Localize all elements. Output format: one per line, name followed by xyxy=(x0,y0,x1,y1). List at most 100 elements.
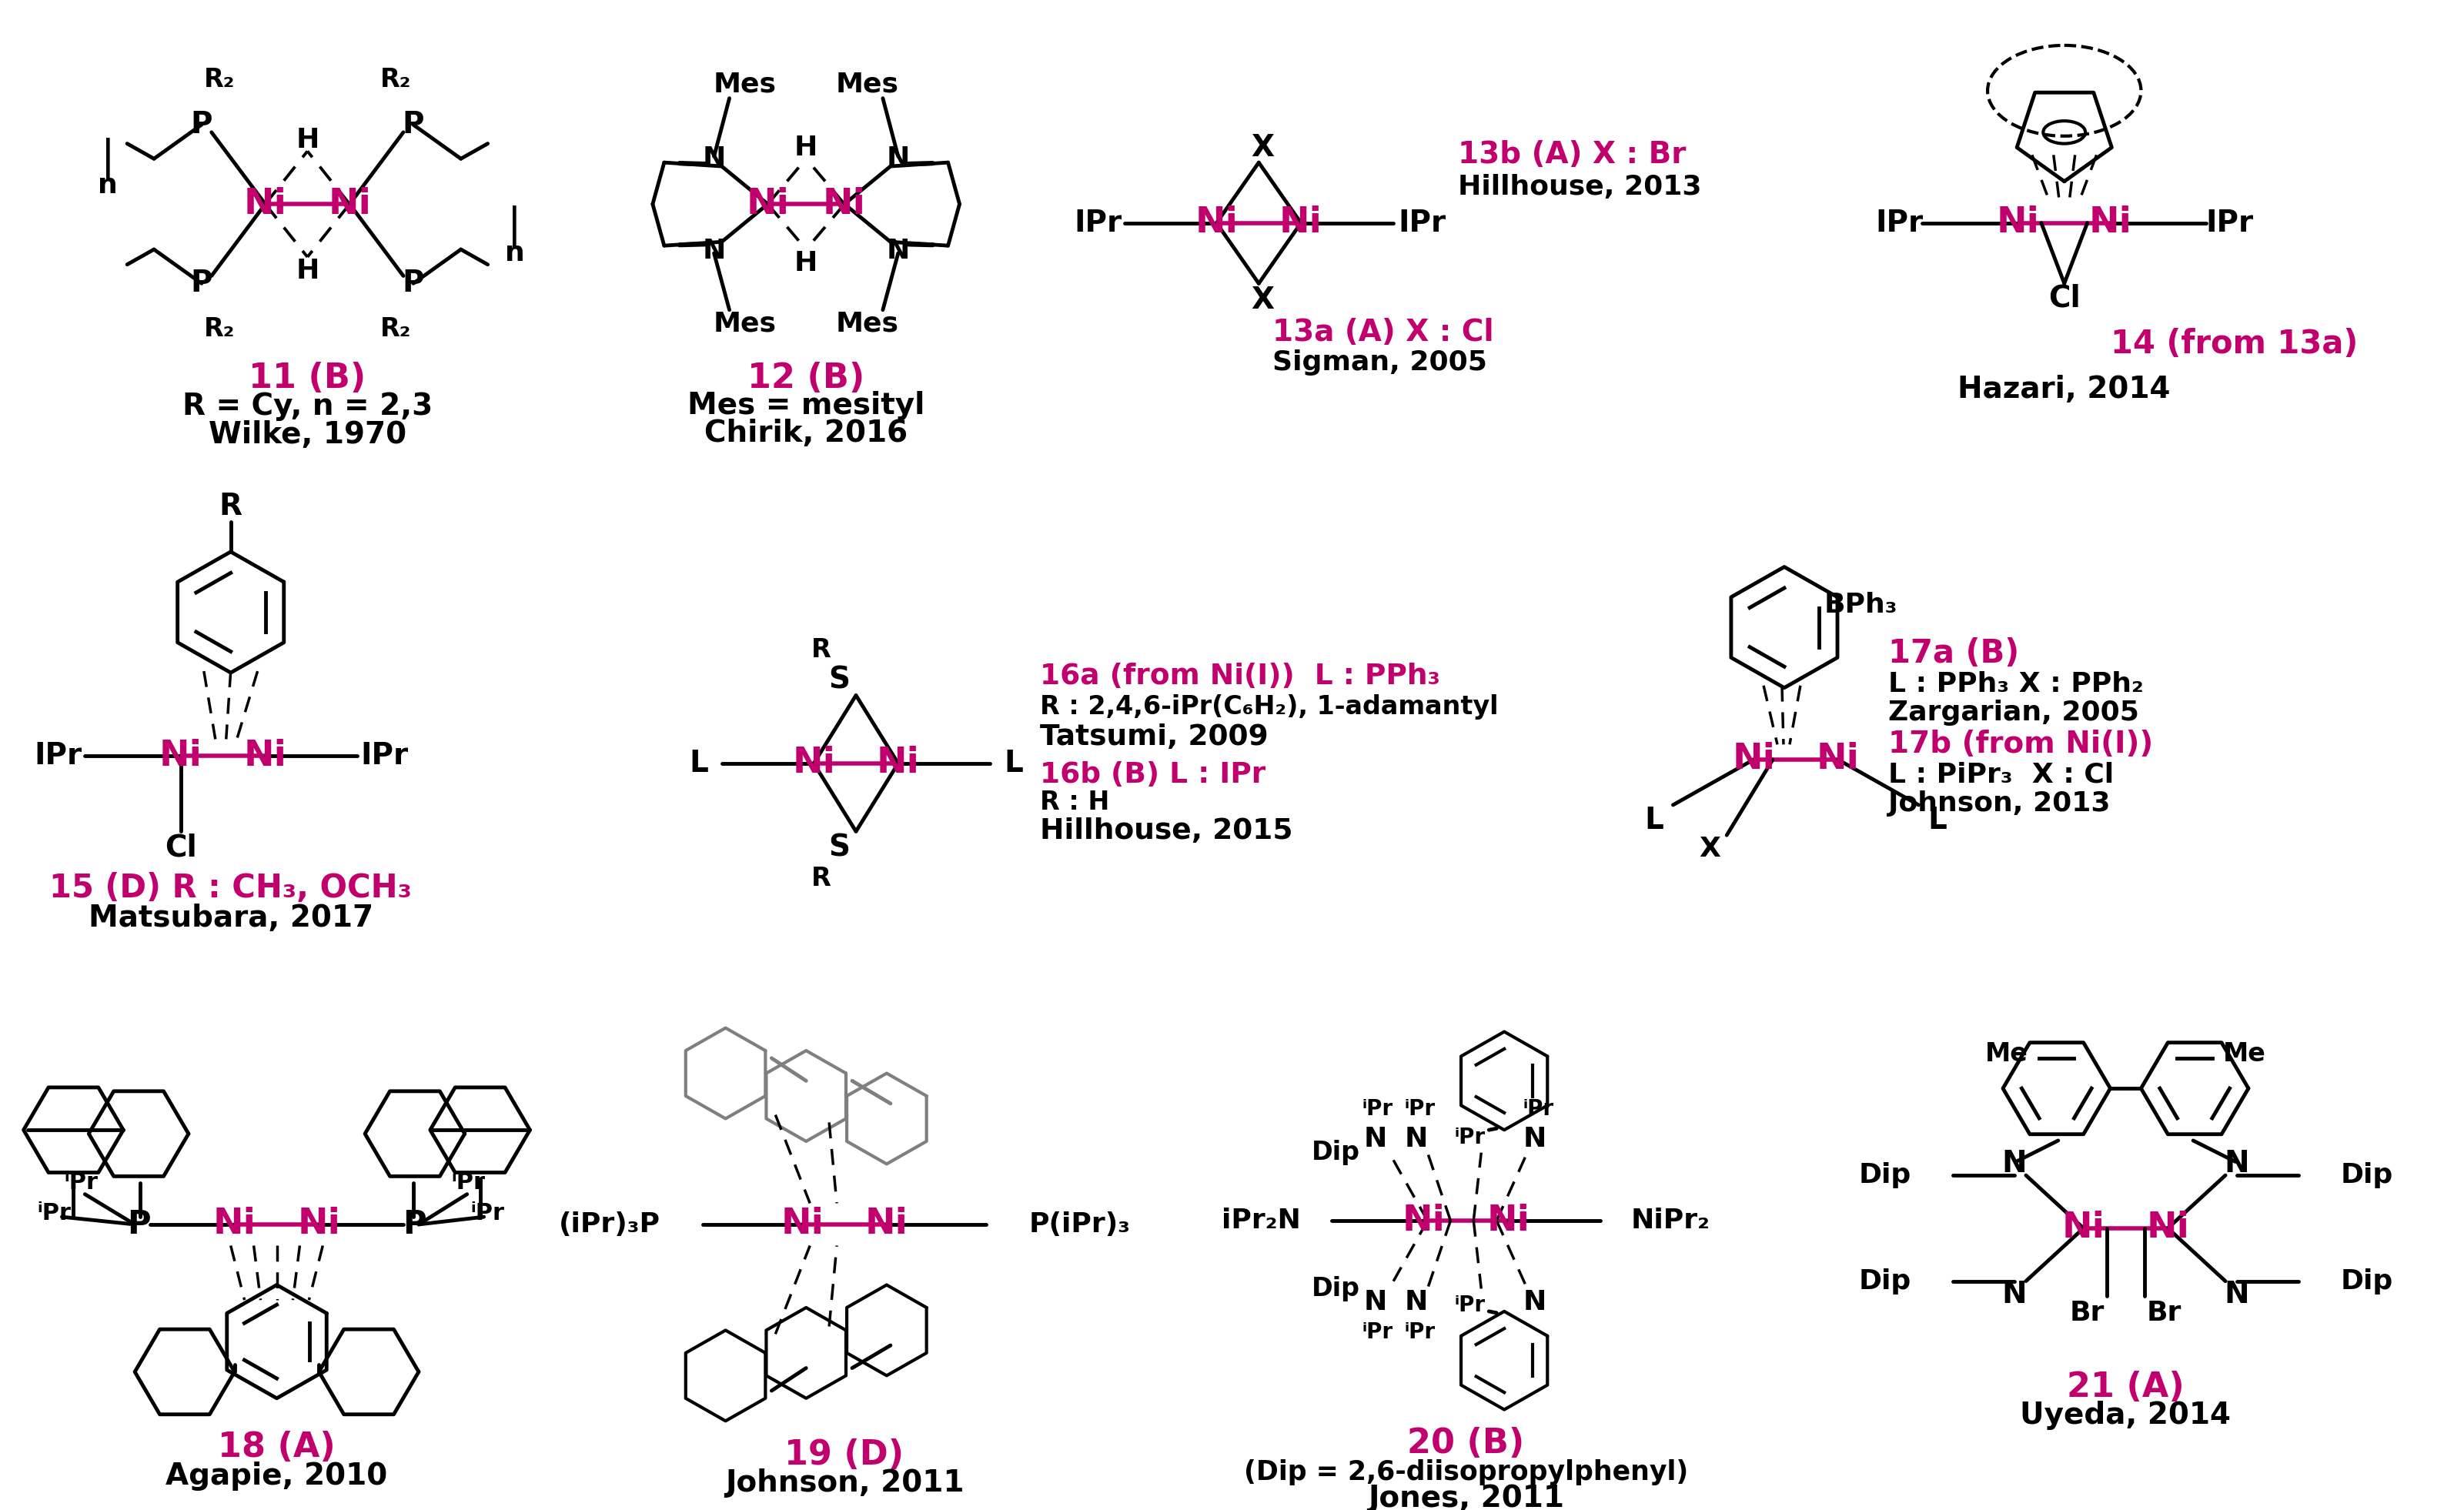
Text: 19 (D): 19 (D) xyxy=(784,1439,904,1472)
Text: Ni: Ni xyxy=(1279,205,1323,240)
Text: N: N xyxy=(1404,1126,1427,1152)
Text: ⁱPr: ⁱPr xyxy=(1363,1321,1392,1344)
Text: Ni: Ni xyxy=(1486,1203,1530,1238)
Text: S: S xyxy=(828,834,850,862)
Text: Uyeda, 2014: Uyeda, 2014 xyxy=(2020,1401,2230,1430)
Text: (iPr)₃P: (iPr)₃P xyxy=(559,1211,660,1238)
Text: Me: Me xyxy=(2223,1042,2267,1068)
Text: P(iPr)₃: P(iPr)₃ xyxy=(1027,1211,1131,1238)
Text: R: R xyxy=(811,637,830,663)
Text: Mes: Mes xyxy=(712,71,776,98)
Text: ⁱPr: ⁱPr xyxy=(1404,1321,1437,1344)
Text: IPr: IPr xyxy=(2205,208,2252,237)
Text: n: n xyxy=(505,240,525,266)
Text: Mes: Mes xyxy=(835,71,899,98)
Text: N: N xyxy=(1404,1290,1427,1315)
Text: P: P xyxy=(404,1208,426,1241)
Text: H: H xyxy=(296,258,320,284)
Text: Ni: Ni xyxy=(212,1206,256,1241)
Text: Ni: Ni xyxy=(781,1206,823,1241)
Text: Matsubara, 2017: Matsubara, 2017 xyxy=(89,903,372,933)
Text: Sigman, 2005: Sigman, 2005 xyxy=(1271,350,1488,376)
Text: IPr: IPr xyxy=(34,741,81,770)
Text: N: N xyxy=(887,145,909,172)
Text: 16b (B) L : IPr: 16b (B) L : IPr xyxy=(1040,761,1266,788)
Text: Dip: Dip xyxy=(1858,1268,1912,1294)
Text: R = Cy, n = 2,3: R = Cy, n = 2,3 xyxy=(182,393,434,421)
Text: Hazari, 2014: Hazari, 2014 xyxy=(1959,374,2171,403)
Text: P: P xyxy=(190,269,212,297)
Text: IPr: IPr xyxy=(1397,208,1446,237)
Text: N: N xyxy=(2001,1149,2028,1179)
Text: Me: Me xyxy=(1986,1042,2028,1068)
Text: BPh₃: BPh₃ xyxy=(1823,592,1897,618)
Text: |: | xyxy=(101,137,116,180)
Text: Ni: Ni xyxy=(1816,743,1860,778)
Text: Jones, 2011: Jones, 2011 xyxy=(1368,1484,1565,1510)
Text: R₂: R₂ xyxy=(205,66,234,92)
Text: P: P xyxy=(402,110,424,139)
Text: X: X xyxy=(1252,133,1274,162)
Text: NiPr₂: NiPr₂ xyxy=(1631,1208,1710,1234)
Text: N: N xyxy=(702,145,727,172)
Text: N: N xyxy=(1523,1126,1547,1152)
Text: Dip: Dip xyxy=(1311,1276,1360,1302)
Text: Ni: Ni xyxy=(2146,1211,2190,1246)
Text: X: X xyxy=(1700,835,1720,862)
Text: Dip: Dip xyxy=(1858,1163,1912,1188)
Text: Hillhouse, 2013: Hillhouse, 2013 xyxy=(1459,174,1703,199)
Text: S: S xyxy=(828,666,850,695)
Text: Ni: Ni xyxy=(2089,205,2131,240)
Text: Mes: Mes xyxy=(835,311,899,337)
Text: Dip: Dip xyxy=(2341,1163,2393,1188)
Text: Tatsumi, 2009: Tatsumi, 2009 xyxy=(1040,723,1269,750)
Text: Ni: Ni xyxy=(1402,1203,1446,1238)
Text: H: H xyxy=(793,251,818,276)
Text: Ni: Ni xyxy=(2062,1211,2104,1246)
Text: 16a (from Ni(I))  L : PPh₃: 16a (from Ni(I)) L : PPh₃ xyxy=(1040,663,1441,690)
Text: Br: Br xyxy=(2146,1300,2181,1326)
Text: Johnson, 2013: Johnson, 2013 xyxy=(1887,790,2109,817)
Text: Ni: Ni xyxy=(793,746,835,781)
Text: N: N xyxy=(1363,1290,1387,1315)
Text: IPr: IPr xyxy=(1074,208,1121,237)
Text: Dip: Dip xyxy=(1311,1140,1360,1166)
Text: Ni: Ni xyxy=(865,1206,909,1241)
Text: ⁱPr: ⁱPr xyxy=(64,1172,99,1194)
Text: Ni: Ni xyxy=(1732,743,1774,778)
Text: P: P xyxy=(402,269,424,297)
Text: Hillhouse, 2015: Hillhouse, 2015 xyxy=(1040,817,1294,846)
Text: P: P xyxy=(126,1208,150,1241)
Text: H: H xyxy=(793,134,818,160)
Text: Ni: Ni xyxy=(823,187,865,222)
Text: N: N xyxy=(2225,1149,2250,1179)
Text: ⁱPr: ⁱPr xyxy=(37,1202,71,1225)
Text: Zargarian, 2005: Zargarian, 2005 xyxy=(1887,699,2139,726)
Text: 17b (from Ni(I)): 17b (from Ni(I)) xyxy=(1887,729,2154,760)
Text: Br: Br xyxy=(2070,1300,2104,1326)
Text: Ni: Ni xyxy=(1996,205,2040,240)
Text: ⁱPr: ⁱPr xyxy=(1523,1098,1555,1119)
Text: ⁱPr: ⁱPr xyxy=(471,1202,505,1225)
Text: N: N xyxy=(887,239,909,264)
Text: (Dip = 2,6-diisopropylphenyl): (Dip = 2,6-diisopropylphenyl) xyxy=(1244,1459,1688,1486)
Text: R: R xyxy=(219,492,241,521)
Text: R₂: R₂ xyxy=(205,316,234,341)
Text: N: N xyxy=(2001,1280,2028,1309)
Text: Ni: Ni xyxy=(244,738,286,773)
Text: 13b (A) X : Br: 13b (A) X : Br xyxy=(1459,140,1685,169)
Text: P: P xyxy=(190,110,212,139)
Text: L: L xyxy=(690,749,707,778)
Text: 21 (A): 21 (A) xyxy=(2067,1371,2186,1403)
Text: H: H xyxy=(296,127,320,153)
Text: R: R xyxy=(811,865,830,891)
Text: ⁱPr: ⁱPr xyxy=(1404,1098,1437,1119)
Text: 17a (B): 17a (B) xyxy=(1887,637,2018,670)
Text: Chirik, 2016: Chirik, 2016 xyxy=(705,418,907,447)
Text: L: L xyxy=(1003,749,1023,778)
Text: Cl: Cl xyxy=(2048,284,2080,313)
Text: L : PPh₃ X : PPh₂: L : PPh₃ X : PPh₂ xyxy=(1887,670,2144,698)
Text: N: N xyxy=(1523,1290,1547,1315)
Text: Agapie, 2010: Agapie, 2010 xyxy=(165,1462,387,1490)
Text: n: n xyxy=(99,172,118,198)
